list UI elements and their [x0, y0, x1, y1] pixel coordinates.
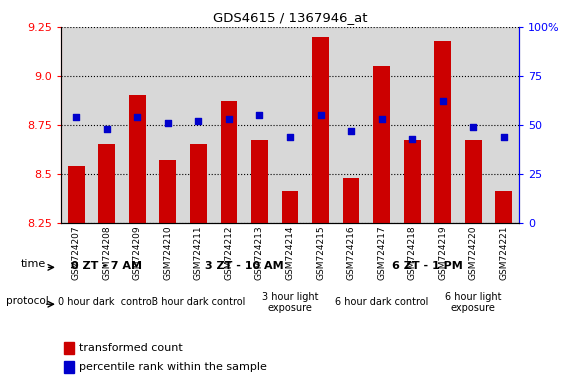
Text: 0 ZT - 7 AM: 0 ZT - 7 AM: [71, 261, 142, 271]
Bar: [251, 141, 268, 223]
Text: percentile rank within the sample: percentile rank within the sample: [78, 362, 266, 372]
Bar: [275, 27, 305, 223]
Text: transformed count: transformed count: [78, 343, 182, 353]
Bar: [397, 27, 427, 223]
Bar: [160, 160, 176, 223]
Point: [71, 114, 81, 120]
Bar: [68, 166, 85, 223]
Point: [255, 112, 264, 118]
Bar: [190, 144, 206, 223]
Bar: [61, 27, 92, 223]
Bar: [153, 27, 183, 223]
Point: [133, 114, 142, 120]
Bar: [92, 27, 122, 223]
Text: 6 ZT - 1 PM: 6 ZT - 1 PM: [392, 261, 463, 271]
Point: [408, 136, 417, 142]
Bar: [488, 27, 519, 223]
Point: [224, 116, 234, 122]
Point: [377, 116, 386, 122]
Bar: [64, 342, 74, 354]
Point: [163, 120, 172, 126]
Point: [285, 134, 295, 140]
Bar: [213, 27, 244, 223]
Text: time: time: [21, 260, 46, 270]
Point: [438, 98, 447, 104]
Bar: [64, 361, 74, 373]
Point: [316, 112, 325, 118]
Text: 6 hour light
exposure: 6 hour light exposure: [445, 291, 502, 313]
Bar: [374, 66, 390, 223]
Bar: [495, 191, 512, 223]
Text: 0 hour dark  control: 0 hour dark control: [59, 297, 155, 308]
Text: 3 ZT - 10 AM: 3 ZT - 10 AM: [205, 261, 284, 271]
Text: protocol: protocol: [6, 296, 49, 306]
Text: 3 hour light
exposure: 3 hour light exposure: [262, 291, 318, 313]
Point: [102, 126, 111, 132]
Bar: [434, 41, 451, 223]
Bar: [183, 27, 213, 223]
Point: [346, 127, 356, 134]
Point: [499, 134, 509, 140]
Text: 3 hour dark control: 3 hour dark control: [152, 297, 245, 308]
Bar: [99, 144, 115, 223]
Point: [469, 124, 478, 130]
Title: GDS4615 / 1367946_at: GDS4615 / 1367946_at: [213, 11, 367, 24]
Bar: [244, 27, 275, 223]
Bar: [129, 95, 146, 223]
Bar: [343, 178, 360, 223]
Bar: [427, 27, 458, 223]
Bar: [312, 37, 329, 223]
Bar: [220, 101, 237, 223]
Bar: [404, 141, 420, 223]
Bar: [465, 141, 481, 223]
Bar: [122, 27, 153, 223]
Bar: [458, 27, 488, 223]
Bar: [367, 27, 397, 223]
Text: 6 hour dark control: 6 hour dark control: [335, 297, 428, 308]
Bar: [336, 27, 367, 223]
Bar: [305, 27, 336, 223]
Bar: [282, 191, 298, 223]
Point: [194, 118, 203, 124]
